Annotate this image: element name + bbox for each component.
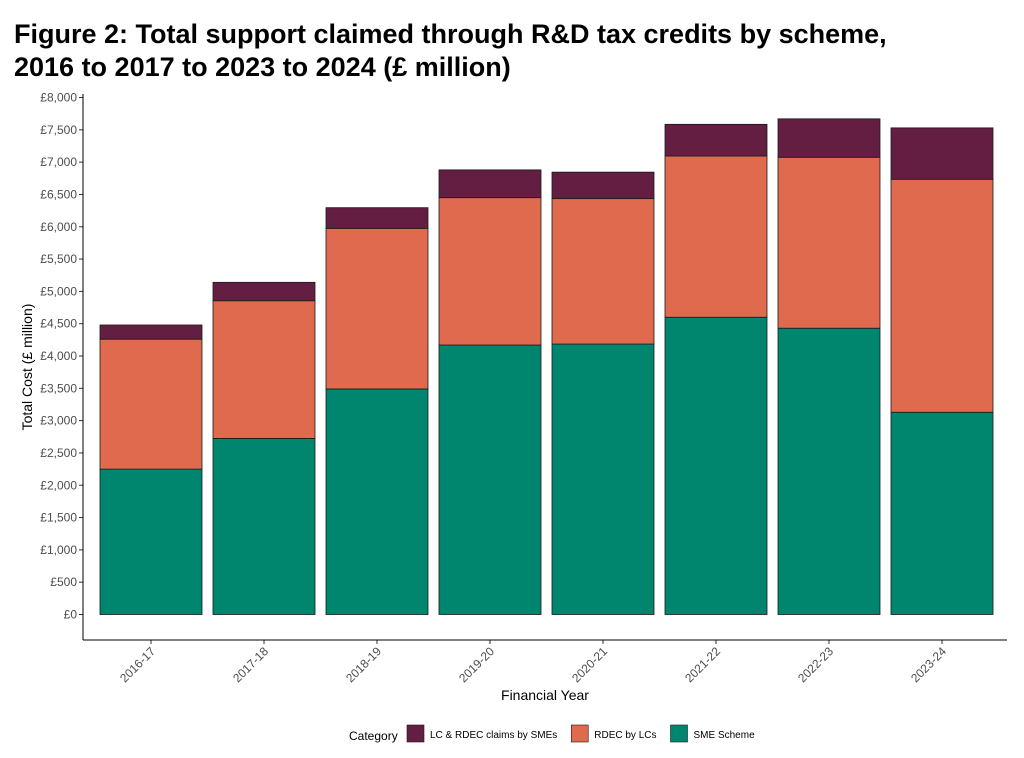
y-tick-label: £500 bbox=[50, 575, 77, 589]
bar-segment-rdec-by-lcs-2016-17 bbox=[99, 338, 203, 470]
y-tick-label: £5,000 bbox=[40, 284, 77, 298]
bar-segment-sme-scheme-2021-22 bbox=[664, 316, 768, 615]
legend-label: LC & RDEC claims by SMEs bbox=[430, 730, 557, 741]
bar-segment-rdec-by-lcs-2022-23 bbox=[777, 156, 881, 329]
y-tick-label: £8,000 bbox=[40, 91, 77, 105]
x-tick-label: 2022-23 bbox=[795, 644, 836, 685]
bar-segment-sme-scheme-2016-17 bbox=[99, 468, 203, 615]
legend-title: Category bbox=[349, 729, 398, 743]
bar-segment-lc-rdec-claims-by-smes-2020-21 bbox=[551, 171, 655, 200]
y-tick-label: £1,500 bbox=[40, 511, 77, 525]
chart-title: Figure 2: Total support claimed through … bbox=[14, 18, 887, 84]
bar-segment-lc-rdec-claims-by-smes-2017-18 bbox=[212, 281, 316, 302]
bar-segment-lc-rdec-claims-by-smes-2022-23 bbox=[777, 118, 881, 158]
y-axis-ticks: £0 £500 £1,000 £1,500 £2,000 £2,500 £3,000 £3,5… bbox=[40, 91, 83, 622]
bar-segment-rdec-by-lcs-2023-24 bbox=[890, 178, 994, 413]
bar-segment-sme-scheme-2023-24 bbox=[890, 411, 994, 615]
bar-segment-sme-scheme-2017-18 bbox=[212, 437, 316, 615]
bar-segment-sme-scheme-2022-23 bbox=[777, 327, 881, 615]
bar-segment-sme-scheme-2019-20 bbox=[438, 344, 542, 615]
y-tick-label: £1,000 bbox=[40, 543, 77, 557]
chart-title-line-1: Figure 2: Total support claimed through … bbox=[14, 19, 887, 49]
x-axis-ticks: 2016-17 2017-18 2018-19 2019-20 2020-21 2021-… bbox=[117, 640, 949, 685]
x-axis-title: Financial Year bbox=[501, 687, 589, 703]
y-tick-label: £3,500 bbox=[40, 381, 77, 395]
bar-segment-rdec-by-lcs-2021-22 bbox=[664, 155, 768, 318]
y-tick-label: £4,000 bbox=[40, 349, 77, 363]
legend-swatch bbox=[406, 724, 425, 743]
legend-swatch bbox=[670, 724, 688, 743]
x-tick-label: 2021-22 bbox=[682, 644, 723, 685]
legend-label: RDEC by LCs bbox=[594, 730, 656, 741]
x-tick-label: 2020-21 bbox=[569, 644, 610, 685]
x-tick-label: 2023-24 bbox=[908, 644, 949, 685]
y-tick-label: £4,500 bbox=[40, 317, 77, 331]
y-tick-label: £6,000 bbox=[40, 220, 77, 234]
bars-layer bbox=[99, 118, 994, 615]
x-tick-label: 2017-18 bbox=[230, 644, 271, 685]
legend: Category LC & RDEC claims by SMEs RDEC by… bbox=[349, 724, 756, 743]
chart-title-line-2: 2016 to 2017 to 2023 to 2024 (£ million) bbox=[14, 52, 511, 82]
y-tick-label: £7,000 bbox=[40, 155, 77, 169]
x-tick-label: 2019-20 bbox=[456, 644, 497, 685]
bar-segment-lc-rdec-claims-by-smes-2019-20 bbox=[438, 169, 542, 199]
bar-segment-rdec-by-lcs-2017-18 bbox=[212, 300, 316, 439]
bar-segment-rdec-by-lcs-2020-21 bbox=[551, 198, 655, 345]
legend-swatch bbox=[570, 724, 589, 743]
legend-label: SME Scheme bbox=[694, 730, 756, 741]
bar-segment-lc-rdec-claims-by-smes-2021-22 bbox=[664, 123, 768, 157]
y-tick-label: £6,500 bbox=[40, 187, 77, 201]
y-tick-label: £7,500 bbox=[40, 123, 77, 137]
bar-segment-sme-scheme-2018-19 bbox=[325, 388, 429, 615]
y-axis-title: Total Cost (£ million) bbox=[19, 304, 35, 431]
y-tick-label: £2,500 bbox=[40, 446, 77, 460]
y-tick-label: £3,000 bbox=[40, 414, 77, 428]
x-tick-label: 2016-17 bbox=[117, 644, 158, 685]
bar-segment-rdec-by-lcs-2018-19 bbox=[325, 227, 429, 390]
bar-segment-sme-scheme-2020-21 bbox=[551, 343, 655, 615]
bar-segment-lc-rdec-claims-by-smes-2018-19 bbox=[325, 207, 429, 229]
bar-segment-lc-rdec-claims-by-smes-2016-17 bbox=[99, 324, 203, 340]
y-tick-label: £5,500 bbox=[40, 252, 77, 266]
bar-segment-lc-rdec-claims-by-smes-2023-24 bbox=[890, 127, 994, 180]
bar-segment-rdec-by-lcs-2019-20 bbox=[438, 197, 542, 346]
y-tick-label: £0 bbox=[64, 608, 78, 622]
y-tick-label: £2,000 bbox=[40, 478, 77, 492]
x-tick-label: 2018-19 bbox=[343, 644, 384, 685]
